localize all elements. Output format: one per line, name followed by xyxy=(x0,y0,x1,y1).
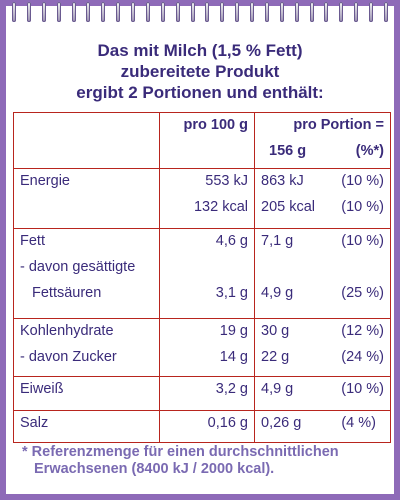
label-energie: Energie xyxy=(13,168,160,229)
spiral-ring xyxy=(175,2,180,22)
energie-label-text: Energie xyxy=(20,173,70,189)
energie-kcal-portion: 205 kcal xyxy=(261,199,316,215)
eiweiss-pct: (10 %) xyxy=(341,381,384,397)
footnote-line-1: * Referenzmenge für einen durchschnittli… xyxy=(22,444,339,460)
table-header-row: pro 100 g pro Portion = 156 g (%*) xyxy=(13,112,391,169)
reference-footnote: * Referenzmenge für einen durchschnittli… xyxy=(22,444,382,478)
header-per-portion: pro Portion = 156 g (%*) xyxy=(254,112,391,169)
kohlenhydrate-perportion: 30 g (12 %) 22 g (24 %) xyxy=(254,318,391,377)
spiral-ring xyxy=(354,2,359,22)
eiweiss-portion: 4,9 g xyxy=(261,381,294,397)
spiral-ring xyxy=(369,2,373,22)
header-percent-label: (%*) xyxy=(355,143,384,159)
header-per-100g: pro 100 g xyxy=(159,112,255,169)
header-per-portion-label: pro Portion = xyxy=(293,117,384,133)
salz-per100: 0,16 g xyxy=(159,410,255,443)
eiweiss-perportion: 4,9 g (10 %) xyxy=(254,376,391,411)
salz-portion: 0,26 g xyxy=(261,415,302,431)
salz-perportion: 0,26 g (4 %) xyxy=(254,410,391,443)
energie-kj-pct: (10 %) xyxy=(341,173,384,189)
eiweiss-label-text: Eiweiß xyxy=(20,381,64,397)
footnote-line-2: Erwachsenen (8400 kJ / 2000 kcal). xyxy=(34,461,275,477)
spiral-ring xyxy=(56,2,61,22)
table-row-kohlenhydrate: Kohlenhydrate - davon Zucker 19 g 14 g 3… xyxy=(13,318,391,377)
spiral-ring xyxy=(220,2,225,22)
spiral-ring xyxy=(86,2,91,22)
energie-kcal-pct: (10 %) xyxy=(341,199,384,215)
energie-kj-portion: 863 kJ xyxy=(261,173,304,189)
fettsaeuren-pct: (25 %) xyxy=(341,285,384,301)
zucker-pct: (24 %) xyxy=(341,349,384,365)
kohlenhydrate-label-text: Kohlenhydrate xyxy=(20,323,114,339)
nutrition-table: pro 100 g pro Portion = 156 g (%*) Energ… xyxy=(13,112,391,443)
salz-pct: (4 %) xyxy=(341,415,376,431)
title-line-2: zubereitete Produkt xyxy=(120,62,280,81)
title-line-1: Das mit Milch (1,5 % Fett) xyxy=(97,41,303,60)
fettsaeuren-100: 3,1 g xyxy=(215,285,248,301)
energie-kj-100: 553 kJ xyxy=(205,173,248,189)
energie-kcal-100: 132 kcal xyxy=(193,199,248,215)
zucker-portion: 22 g xyxy=(261,349,290,365)
spiral-ring xyxy=(131,2,135,22)
spiral-ring xyxy=(294,2,299,22)
spiral-ring xyxy=(41,2,46,22)
kohlenhydrate-pct: (12 %) xyxy=(341,323,384,339)
spiral-ring xyxy=(279,2,284,22)
label-fett: Fett - davon gesättigte Fettsäuren xyxy=(13,228,160,319)
eiweiss-per100: 3,2 g xyxy=(159,376,255,411)
kohlenhydrate-100: 19 g xyxy=(219,323,248,339)
table-row-salz: Salz 0,16 g 0,26 g (4 %) xyxy=(13,410,391,443)
spiral-ring xyxy=(250,2,254,22)
fett-per100: 4,6 g 3,1 g xyxy=(159,228,255,319)
fett-sub-label-1: - davon gesättigte xyxy=(20,259,136,275)
kohlenhydrate-per100: 19 g 14 g xyxy=(159,318,255,377)
spiral-ring xyxy=(205,2,210,22)
spiral-ring xyxy=(116,2,121,22)
fett-sub-label-2: Fettsäuren xyxy=(32,285,102,301)
nutrition-title: Das mit Milch (1,5 % Fett) zubereitete P… xyxy=(14,40,386,103)
spiral-ring xyxy=(12,2,16,22)
kohlenhydrate-portion: 30 g xyxy=(261,323,290,339)
table-row-fett: Fett - davon gesättigte Fettsäuren 4,6 g… xyxy=(13,228,391,319)
spiral-ring xyxy=(190,2,195,22)
label-kohlenhydrate: Kohlenhydrate - davon Zucker xyxy=(13,318,160,377)
energie-perportion: 863 kJ (10 %) 205 kcal (10 %) xyxy=(254,168,391,229)
spiral-ring xyxy=(309,2,314,22)
salz-label-text: Salz xyxy=(20,415,49,431)
table-row-energie: Energie 553 kJ 132 kcal 863 kJ (10 %) 205… xyxy=(13,168,391,229)
fett-label-text: Fett xyxy=(20,233,45,249)
zucker-label-text: - davon Zucker xyxy=(20,349,117,365)
spiral-ring xyxy=(235,2,240,22)
eiweiss-100: 3,2 g xyxy=(215,381,248,397)
label-eiweiss: Eiweiß xyxy=(13,376,160,411)
fett-portion: 7,1 g xyxy=(261,233,294,249)
fett-100: 4,6 g xyxy=(215,233,248,249)
spiral-ring xyxy=(339,2,344,22)
title-line-3: ergibt 2 Portionen und enthält: xyxy=(76,83,324,102)
table-row-eiweiss: Eiweiß 3,2 g 4,9 g (10 %) xyxy=(13,376,391,411)
header-per-100g-label: pro 100 g xyxy=(183,117,248,133)
spiral-ring xyxy=(101,2,106,22)
label-salz: Salz xyxy=(13,410,160,443)
spiral-ring xyxy=(264,2,269,22)
fett-perportion: 7,1 g (10 %) 4,9 g (25 %) xyxy=(254,228,391,319)
header-empty-cell xyxy=(13,112,160,169)
spiral-binding xyxy=(6,0,394,22)
spiral-ring xyxy=(383,2,388,22)
energie-per100: 553 kJ 132 kcal xyxy=(159,168,255,229)
header-portion-size: 156 g xyxy=(269,143,307,159)
spiral-ring xyxy=(145,2,150,22)
spiral-ring xyxy=(71,2,76,22)
fettsaeuren-portion: 4,9 g xyxy=(261,285,294,301)
salz-100: 0,16 g xyxy=(207,415,248,431)
zucker-100: 14 g xyxy=(219,349,248,365)
fett-pct: (10 %) xyxy=(341,233,384,249)
spiral-ring xyxy=(160,2,165,22)
spiral-ring xyxy=(324,2,329,22)
spiral-ring xyxy=(26,2,31,22)
